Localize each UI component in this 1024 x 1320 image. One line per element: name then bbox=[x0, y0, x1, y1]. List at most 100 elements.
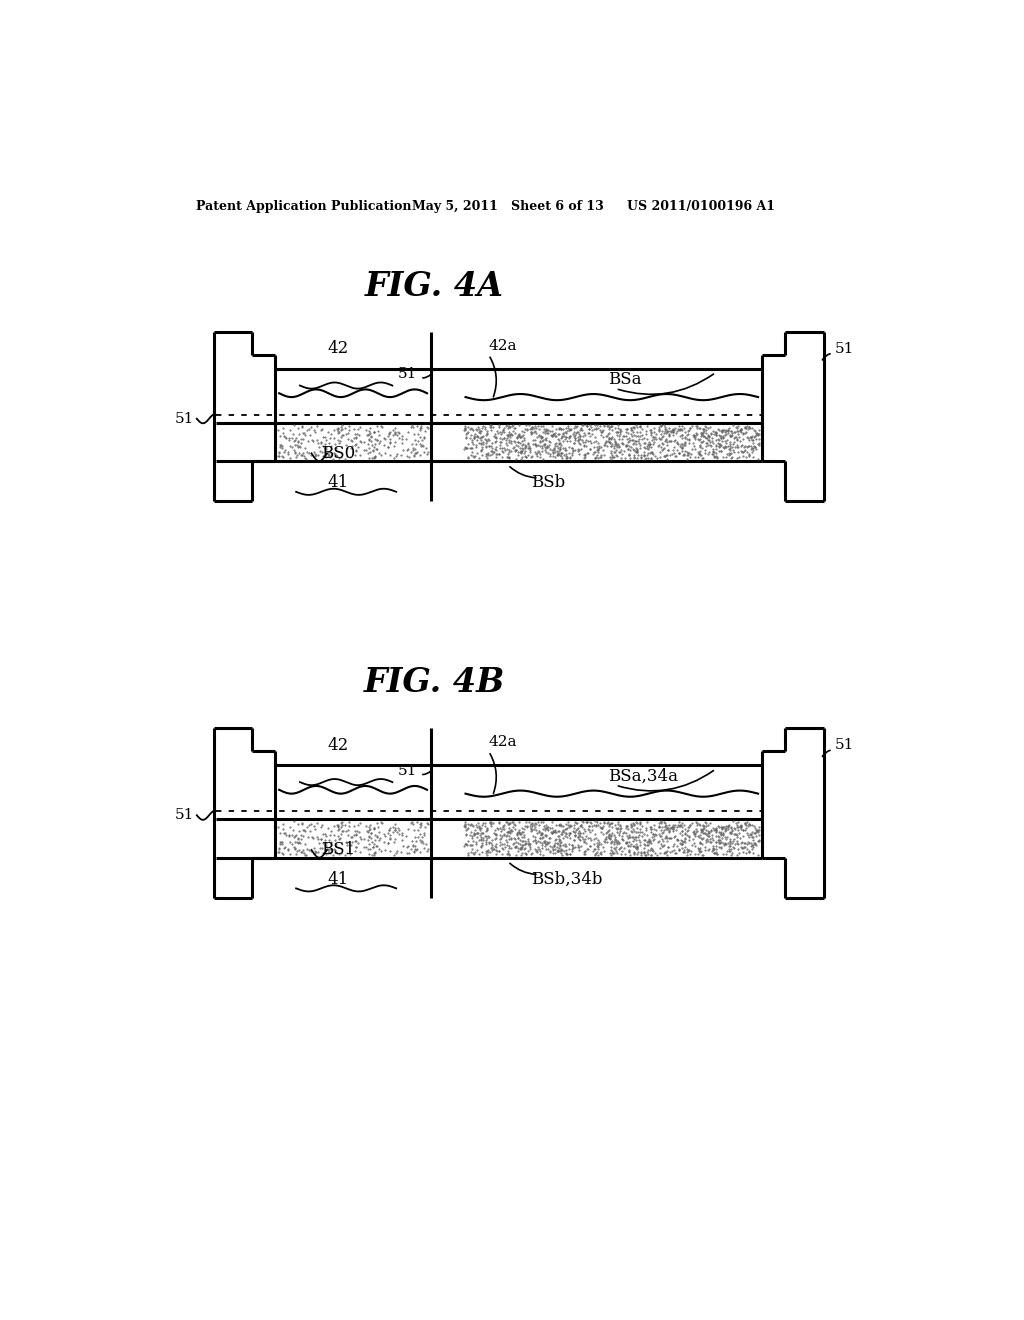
Point bbox=[618, 436, 635, 457]
Point bbox=[477, 446, 494, 467]
Point bbox=[500, 434, 516, 455]
Point bbox=[558, 818, 574, 840]
Point bbox=[611, 420, 628, 441]
Point bbox=[658, 826, 675, 847]
Point bbox=[677, 432, 693, 453]
Point bbox=[293, 841, 309, 862]
Point bbox=[352, 828, 369, 849]
Point bbox=[473, 429, 489, 450]
Point bbox=[313, 816, 330, 837]
Point bbox=[403, 416, 420, 437]
Point bbox=[663, 421, 679, 442]
Point bbox=[560, 838, 577, 859]
Point bbox=[742, 440, 759, 461]
Point bbox=[465, 445, 481, 466]
Point bbox=[612, 424, 629, 445]
Point bbox=[416, 428, 432, 449]
Point bbox=[564, 437, 581, 458]
Point bbox=[343, 826, 359, 847]
Point bbox=[474, 834, 490, 855]
Point bbox=[587, 447, 603, 469]
Point bbox=[332, 828, 348, 849]
Point bbox=[700, 825, 717, 846]
Point bbox=[751, 428, 767, 449]
Point bbox=[653, 432, 670, 453]
Point bbox=[473, 822, 489, 843]
Point bbox=[377, 442, 393, 463]
Point bbox=[703, 422, 720, 444]
Point bbox=[696, 816, 713, 837]
Point bbox=[622, 841, 638, 862]
Point bbox=[293, 825, 309, 846]
Point bbox=[508, 832, 524, 853]
Point bbox=[457, 816, 473, 837]
Point bbox=[696, 840, 713, 861]
Point bbox=[532, 425, 549, 446]
Point bbox=[666, 430, 682, 451]
Point bbox=[600, 825, 616, 846]
Point bbox=[519, 816, 536, 837]
Point bbox=[583, 433, 599, 454]
Point bbox=[746, 822, 763, 843]
Point bbox=[607, 841, 624, 862]
Point bbox=[693, 444, 710, 465]
Point bbox=[488, 843, 505, 865]
Point bbox=[652, 441, 669, 462]
Point bbox=[713, 434, 729, 455]
Point bbox=[621, 841, 637, 862]
Point bbox=[637, 437, 653, 458]
Point bbox=[690, 446, 707, 467]
Point bbox=[498, 433, 514, 454]
Point bbox=[394, 428, 411, 449]
Point bbox=[711, 433, 727, 454]
Point bbox=[473, 826, 489, 847]
Point bbox=[720, 832, 736, 853]
Point bbox=[534, 822, 550, 843]
Point bbox=[484, 416, 501, 437]
Point bbox=[510, 832, 526, 853]
Point bbox=[373, 444, 389, 465]
Point bbox=[360, 420, 377, 441]
Point bbox=[624, 826, 640, 847]
Point bbox=[579, 442, 595, 463]
Point bbox=[677, 426, 693, 447]
Point bbox=[513, 830, 529, 851]
Point bbox=[590, 829, 606, 850]
Point bbox=[688, 416, 705, 437]
Point bbox=[516, 842, 532, 863]
Point bbox=[494, 837, 510, 858]
Text: 51: 51 bbox=[397, 367, 417, 381]
Point bbox=[288, 446, 304, 467]
Point bbox=[750, 821, 766, 842]
Point bbox=[313, 420, 330, 441]
Point bbox=[541, 434, 557, 455]
Point bbox=[631, 428, 647, 449]
Point bbox=[367, 445, 383, 466]
Point bbox=[523, 416, 540, 437]
Point bbox=[312, 432, 329, 453]
Point bbox=[708, 817, 724, 838]
Point bbox=[362, 426, 379, 447]
Point bbox=[510, 828, 526, 849]
Point bbox=[738, 842, 755, 863]
Point bbox=[603, 441, 620, 462]
Point bbox=[627, 814, 643, 836]
Point bbox=[563, 418, 580, 440]
Point bbox=[594, 817, 610, 838]
Point bbox=[730, 817, 746, 838]
Point bbox=[596, 830, 612, 851]
Point bbox=[659, 817, 676, 838]
Point bbox=[686, 426, 702, 447]
Point bbox=[612, 440, 629, 461]
Point bbox=[698, 428, 715, 449]
Point bbox=[342, 843, 358, 865]
Point bbox=[547, 832, 563, 853]
Point bbox=[725, 428, 741, 449]
Point bbox=[470, 813, 486, 834]
Point bbox=[349, 833, 366, 854]
Point bbox=[334, 424, 350, 445]
Point bbox=[618, 418, 635, 440]
Point bbox=[464, 814, 480, 836]
Point bbox=[590, 440, 606, 461]
Point bbox=[535, 416, 551, 437]
